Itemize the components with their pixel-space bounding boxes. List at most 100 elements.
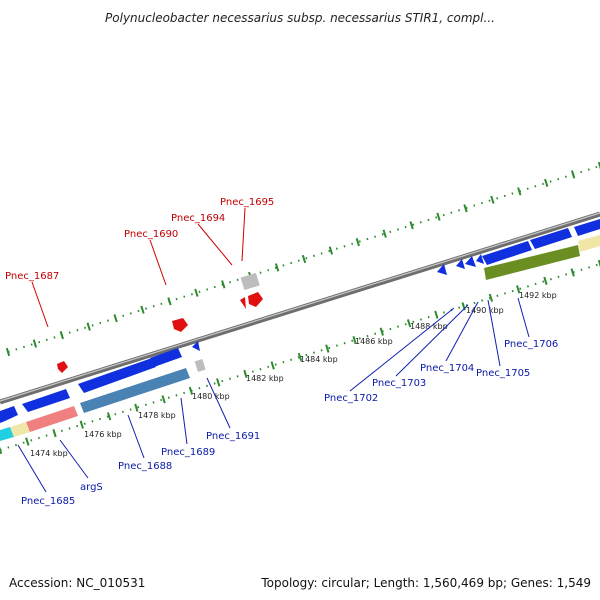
forward-strand-genes <box>57 272 263 373</box>
major-tick <box>194 288 199 297</box>
gene-arrow-pnec-1691[interactable] <box>192 341 200 351</box>
gene-label-pnec-1694[interactable]: Pnec_1694 <box>171 213 225 224</box>
gene-arrow-pnec-1685[interactable] <box>0 406 18 423</box>
major-tick <box>216 378 221 387</box>
gene-label-args[interactable]: argS <box>80 482 103 493</box>
major-tick <box>328 246 334 255</box>
cog-segment-yellow-left <box>10 422 30 437</box>
gene-marker-pnec-1694[interactable] <box>240 297 246 309</box>
reverse-strand-genes <box>0 219 600 423</box>
gene-label-pnec-1705[interactable]: Pnec_1705 <box>476 368 530 379</box>
major-tick <box>301 254 307 264</box>
leader-pnec-1690 <box>149 239 167 286</box>
major-tick <box>106 412 112 421</box>
major-tick <box>274 263 280 272</box>
major-tick <box>490 195 495 204</box>
major-tick <box>52 429 57 438</box>
kbp-label: 1482 kbp <box>246 374 284 383</box>
major-tick <box>270 361 275 370</box>
leader-pnec-1687 <box>31 281 49 328</box>
leader-lines <box>17 207 530 493</box>
leader-pnec-1706 <box>517 297 530 338</box>
kbp-label: 1476 kbp <box>84 430 122 439</box>
kbp-label: 1480 kbp <box>192 392 230 401</box>
gene-label-pnec-1688[interactable]: Pnec_1688 <box>118 461 172 472</box>
kbp-label: 1492 kbp <box>519 291 557 300</box>
major-tick <box>79 420 84 429</box>
gene-arrow-pnec-1688[interactable] <box>78 358 156 393</box>
major-tick <box>570 268 575 277</box>
gene-marker-pnec-1695[interactable] <box>248 292 263 307</box>
gene-block-gray-small <box>194 359 206 372</box>
major-tick <box>25 437 30 446</box>
gene-arrow-pnec-1703[interactable] <box>456 259 465 269</box>
kbp-scale-labels: 1474 kbp 1476 kbp 1478 kbp 1480 kbp 1482… <box>30 291 557 458</box>
cog-segment-yellow-right <box>578 235 600 252</box>
outer-tick-track <box>5 161 600 357</box>
leader-pnec-1705 <box>487 299 501 367</box>
major-tick <box>325 344 330 353</box>
inner-major-ticks <box>0 259 600 455</box>
gene-label-pnec-1702[interactable]: Pnec_1702 <box>324 393 378 404</box>
cog-segment-olive <box>484 245 580 280</box>
backbone-highlight <box>0 212 600 402</box>
gene-arrow-pnec-1704[interactable] <box>465 256 476 267</box>
kbp-label: 1478 kbp <box>138 411 176 420</box>
gene-marker-pnec-1690[interactable] <box>172 318 188 332</box>
major-tick <box>0 446 3 455</box>
major-tick <box>597 259 600 268</box>
major-tick <box>544 178 549 188</box>
gene-arrow-pnec-1702[interactable] <box>437 264 447 275</box>
major-tick <box>113 314 118 323</box>
major-tick <box>5 347 11 357</box>
major-tick <box>597 161 600 170</box>
major-tick <box>406 319 412 328</box>
backbone-line <box>0 211 600 405</box>
gene-arrow-pnec-1706[interactable] <box>482 241 532 265</box>
genome-backbone <box>0 211 600 405</box>
kbp-label: 1484 kbp <box>300 355 338 364</box>
inner-dotted-line <box>0 263 600 451</box>
cog-band <box>0 235 600 441</box>
major-tick <box>488 293 494 302</box>
gene-label-pnec-1703[interactable]: Pnec_1703 <box>372 378 426 389</box>
gene-label-pnec-1689[interactable]: Pnec_1689 <box>161 447 215 458</box>
gene-arrow-unnamed-1[interactable] <box>530 228 572 249</box>
major-tick <box>517 187 522 196</box>
leader-pnec-1694 <box>197 223 233 266</box>
gene-arrow-args[interactable] <box>22 389 70 412</box>
inner-tick-track <box>0 259 600 455</box>
major-tick <box>434 310 439 319</box>
major-tick <box>463 204 468 213</box>
gene-label-pnec-1695[interactable]: Pnec_1695 <box>220 197 274 208</box>
reverse-gene-labels: Pnec_1685 argS Pnec_1688 Pnec_1689 Pnec_… <box>21 339 558 507</box>
gene-label-pnec-1704[interactable]: Pnec_1704 <box>420 363 474 374</box>
major-tick <box>134 403 139 412</box>
major-tick <box>352 336 357 345</box>
forward-gene-labels: Pnec_1687 Pnec_1690 Pnec_1694 Pnec_1695 <box>5 197 274 282</box>
gene-arrow-unnamed-2[interactable] <box>574 219 600 236</box>
major-tick <box>570 170 576 179</box>
outer-major-ticks <box>5 161 600 357</box>
gene-arrow-pnec-1705[interactable] <box>476 254 484 264</box>
gene-label-pnec-1690[interactable]: Pnec_1690 <box>124 229 178 240</box>
map-title: Polynucleobacter necessarius subsp. nece… <box>105 11 495 25</box>
leader-pnec-1702 <box>349 307 455 392</box>
genome-summary-text: Topology: circular; Length: 1,560,469 bp… <box>260 576 591 590</box>
kbp-label: 1488 kbp <box>410 322 448 331</box>
gene-label-pnec-1687[interactable]: Pnec_1687 <box>5 271 59 282</box>
major-tick <box>379 327 384 336</box>
major-tick <box>382 229 387 238</box>
gene-label-pnec-1685[interactable]: Pnec_1685 <box>21 496 75 507</box>
leader-pnec-1703 <box>395 304 469 377</box>
gene-label-pnec-1706[interactable]: Pnec_1706 <box>504 339 558 350</box>
leader-pnec-1691 <box>206 377 231 429</box>
major-tick <box>409 221 414 230</box>
major-tick <box>221 280 226 289</box>
major-tick <box>188 386 194 395</box>
gene-label-pnec-1691[interactable]: Pnec_1691 <box>206 431 260 442</box>
gene-marker-pnec-1687[interactable] <box>57 361 68 373</box>
gene-block-gray <box>240 272 260 291</box>
gene-arrow-pnec-1689[interactable] <box>150 348 182 367</box>
